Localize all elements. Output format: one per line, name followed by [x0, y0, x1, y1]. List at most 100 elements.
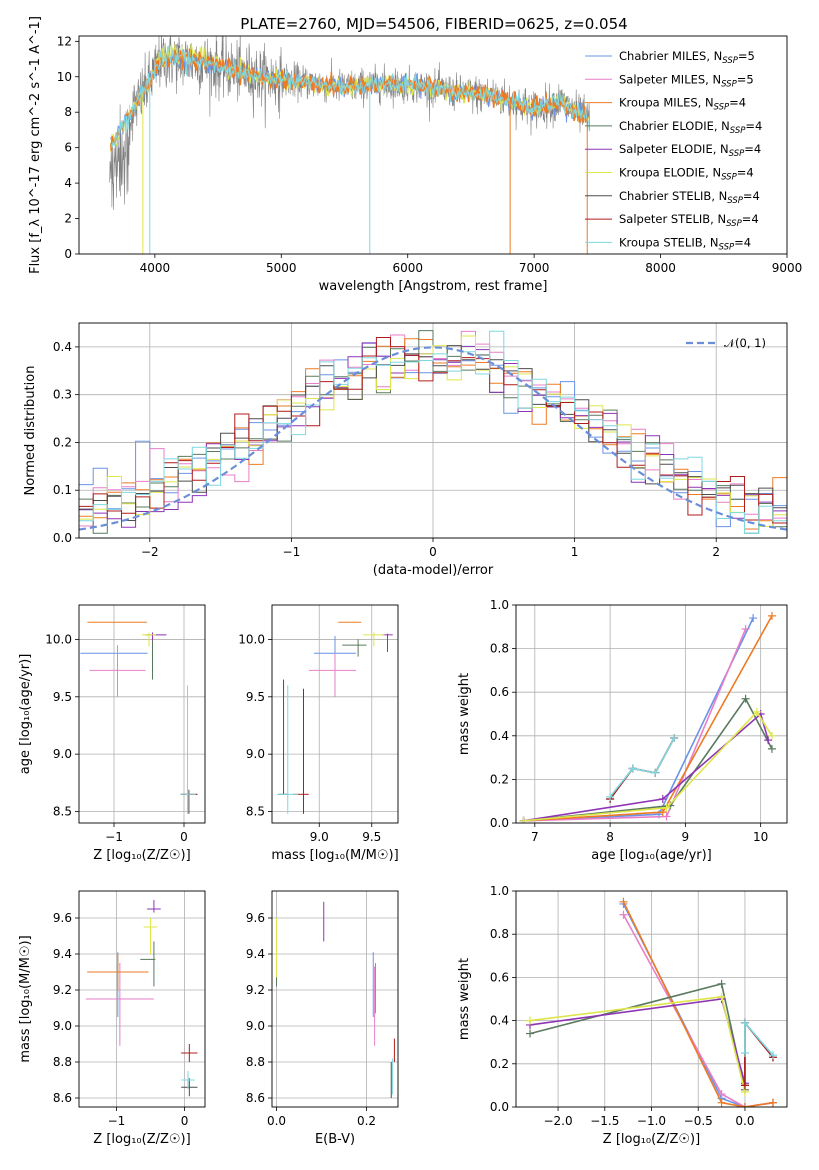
x-tick-label: −2 [141, 545, 159, 559]
y-tick-label: 0.1 [53, 483, 72, 497]
x-tick-label: 8000 [645, 261, 676, 275]
histogram-kroupa_stelib [79, 330, 787, 534]
x-tick-label: 6000 [392, 261, 423, 275]
series-marker-kroupa_stelib [628, 764, 637, 773]
x-tick-label: 1 [571, 545, 579, 559]
series-marker-salpeter_miles [741, 624, 750, 633]
y-tick-label: 0.3 [53, 388, 72, 402]
y-axis-label: mass weight [457, 958, 472, 1040]
legend-label-text: Chabrier STELIB, N [619, 189, 727, 203]
legend-label-sub: SSP [721, 173, 737, 183]
series-marker-kroupa_elodie [526, 1016, 535, 1025]
axes-frame [515, 604, 788, 824]
legend-label-tail: =4 [745, 119, 762, 133]
y-tick-label: 8.5 [246, 805, 265, 819]
x-axis-label: E(B-V) [315, 1132, 355, 1147]
legend-label-sub: SSP [730, 126, 746, 136]
y-tick-label: 0 [64, 247, 72, 261]
series-marker-chabrier_elodie [767, 744, 776, 753]
series-marker-chabrier_elodie [526, 1029, 535, 1038]
axes-frame [78, 35, 788, 255]
y-tick-label: 9.5 [246, 690, 265, 704]
y-tick-label: 8.8 [53, 1055, 72, 1069]
legend-label-tail: =5 [737, 72, 754, 86]
legend-label-text: Kroupa ELODIE, N [619, 166, 721, 180]
x-axis-label: age [log₁₀(age/yr)] [591, 848, 712, 863]
series-marker-kroupa_elodie [717, 992, 726, 1001]
series-marker-kroupa_stelib [768, 1051, 777, 1060]
plot-area-age_vs_z [80, 621, 198, 814]
legend-label-sub: SSP [722, 56, 738, 66]
y-tick-label: 9.0 [246, 1019, 265, 1033]
panel-age_vs_z: −1 0 8.5 9.0 9.5 10.0 Z [log₁₀(Z/Z☉)] age [log₁… [18, 604, 206, 863]
legend-label-text: Kroupa STELIB, N [619, 235, 719, 249]
legend-label-text: Salpeter ELODIE, N [619, 142, 729, 156]
x-tick-label: −1 [283, 545, 301, 559]
y-tick-label: 9.2 [246, 983, 265, 997]
series-line-chabrier_elodie [523, 697, 773, 822]
series-marker-chabrier_elodie [717, 979, 726, 988]
plot-area-weight_vs_age [519, 611, 776, 823]
y-tick-label: 10.0 [238, 632, 265, 646]
y-tick-label: 9.0 [246, 747, 265, 761]
x-tick-label: 0.0 [735, 1114, 754, 1128]
y-tick-label: 8 [64, 105, 72, 119]
y-axis-label: Flux [f_λ 10^-17 erg cm^-2 s^-1 A^-1] [28, 16, 43, 274]
series-marker-kroupa_stelib [740, 1018, 749, 1027]
panel-mass_vs_ebv: 0.0 0.2 8.6 8.8 9.0 9.2 9.4 9.6 E(B-V) [246, 890, 399, 1147]
legend-label: Chabrier ELODIE, NSSP=4 [619, 119, 762, 136]
legend-label: Salpeter MILES, NSSP=5 [619, 72, 754, 89]
y-axis-label: mass weight [457, 673, 472, 755]
series-marker-kroupa_miles [717, 1098, 726, 1107]
y-tick-label: 0.8 [490, 642, 509, 656]
legend-label-tail: =5 [738, 49, 755, 63]
y-tick-label: 0.2 [490, 772, 509, 786]
normal-curve [79, 346, 787, 531]
axes-frame [78, 322, 788, 539]
legend-label-text: Chabrier ELODIE, N [619, 119, 730, 133]
legend-label: Chabrier STELIB, NSSP=4 [619, 189, 760, 206]
series-marker-kroupa_miles [768, 1098, 777, 1107]
y-tick-label: 12 [57, 34, 72, 48]
y-tick-label: 10 [57, 70, 72, 84]
legend: Chabrier MILES, NSSP=5 Salpeter MILES, NS… [585, 49, 762, 252]
legend-label: Kroupa ELODIE, NSSP=4 [619, 166, 754, 183]
series-line-salpeter_elodie [529, 998, 746, 1084]
legend-label-text: Salpeter STELIB, N [619, 212, 726, 226]
panel-spectrum: 4000 5000 6000 7000 8000 9000 0 2 4 6 8 10 12 wavelen… [28, 16, 802, 294]
series-marker-salpeter_miles [662, 812, 671, 821]
series-marker-kroupa_elodie [519, 816, 528, 823]
y-tick-label: 2 [64, 212, 72, 226]
series-line-salpeter_miles [523, 628, 747, 822]
series-marker-kroupa_stelib [740, 1049, 749, 1057]
series-line-kroupa_stelib [609, 737, 675, 798]
x-tick-label: 7000 [519, 261, 550, 275]
y-tick-label: 9.4 [53, 947, 72, 961]
plot-area-mass_vs_ebv [276, 901, 395, 1098]
axes-frame [78, 890, 206, 1108]
x-tick-label: 9.0 [310, 830, 329, 844]
y-axis-label: age [log₁₀(age/yr)] [18, 654, 33, 775]
legend-label: Kroupa STELIB, NSSP=4 [619, 235, 751, 252]
x-tick-label: 0 [180, 830, 188, 844]
legend-label-sub: SSP [727, 196, 743, 206]
histogram-kroupa_elodie [79, 335, 787, 527]
y-tick-label: 8.5 [53, 805, 72, 819]
figure-title: PLATE=2760, MJD=54506, FIBERID=0625, z=0… [240, 15, 627, 33]
panels: 4000 5000 6000 7000 8000 9000024681012wavelen… [18, 16, 802, 1147]
y-tick-label: 10.0 [45, 632, 72, 646]
series-line-chabrier_stelib [609, 737, 675, 800]
plot-area-mass_vs_z [85, 900, 198, 1097]
legend-label-sub: SSP [714, 103, 730, 113]
y-axis-label: Normed distribution [23, 366, 38, 496]
y-tick-label: 0.0 [490, 816, 509, 830]
y-tick-label: 0.0 [53, 531, 72, 545]
axes-frame [78, 604, 206, 824]
legend-label: Chabrier MILES, NSSP=5 [619, 49, 755, 66]
y-tick-label: 8.8 [246, 1055, 265, 1069]
panel-age_vs_mass: 9.0 9.5 8.5 9.0 9.5 10.0 mass [log₁₀(M/M☉)] [238, 604, 399, 863]
y-tick-label: 9.2 [53, 983, 72, 997]
legend-label-sub: SSP [719, 242, 735, 252]
legend-label-sub: SSP [721, 79, 737, 89]
plot-area-weight_vs_z [526, 897, 777, 1107]
